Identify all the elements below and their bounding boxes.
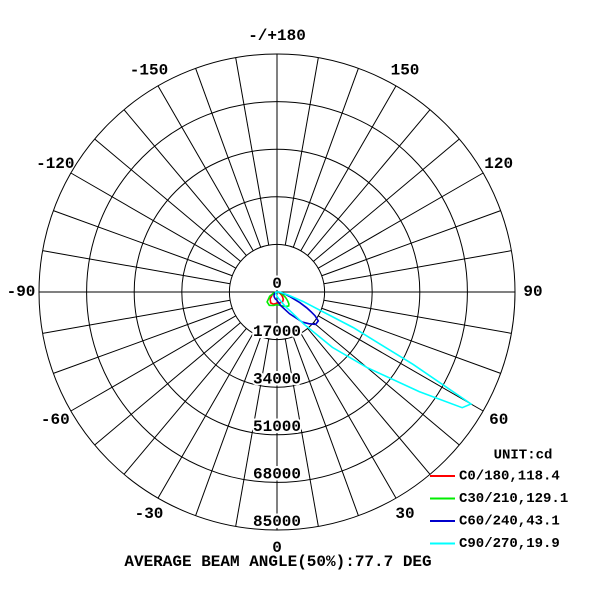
legend-label: C30/210,129.1: [459, 491, 568, 507]
angle-tick-label: 120: [484, 155, 513, 173]
angle-tick-label: 30: [395, 505, 414, 523]
angle-tick-label: -120: [36, 155, 74, 173]
r-tick-label: 68000: [253, 466, 301, 484]
ring: [181, 196, 373, 388]
angle-tick-label: 0: [272, 539, 282, 557]
angle-tick-label: 150: [391, 62, 420, 80]
ring: [133, 148, 421, 436]
intensity-curve: [275, 291, 473, 409]
ring: [228, 243, 326, 341]
angle-tick-label: -90: [7, 283, 36, 301]
angle-tick-label: -150: [130, 62, 168, 80]
legend-label: C60/240,43.1: [459, 514, 560, 530]
r-tick-label: 51000: [253, 418, 301, 436]
r-tick-label: 0: [272, 275, 282, 293]
footer: AVERAGE BEAM ANGLE(50%):77.7 DEG: [124, 553, 431, 571]
legend-label: C90/270,19.9: [459, 536, 560, 552]
r-tick-label: 85000: [253, 513, 301, 531]
angle-tick-label: 90: [523, 283, 542, 301]
ring: [38, 53, 516, 531]
ring: [86, 101, 468, 483]
r-tick-label: 17000: [253, 323, 301, 341]
legend-label: C0/180,118.4: [459, 469, 560, 485]
curves: [266, 291, 473, 409]
legend-title: UNIT:cd: [494, 448, 553, 464]
angle-tick-label: -60: [41, 411, 70, 429]
grid: [38, 53, 516, 531]
r-tick-label: 34000: [253, 370, 301, 388]
angle-tick-label: -30: [135, 505, 164, 523]
angle-tick-label: 60: [489, 411, 508, 429]
angle-tick-label: -/+180: [248, 27, 306, 45]
intensity-curve: [273, 291, 320, 326]
